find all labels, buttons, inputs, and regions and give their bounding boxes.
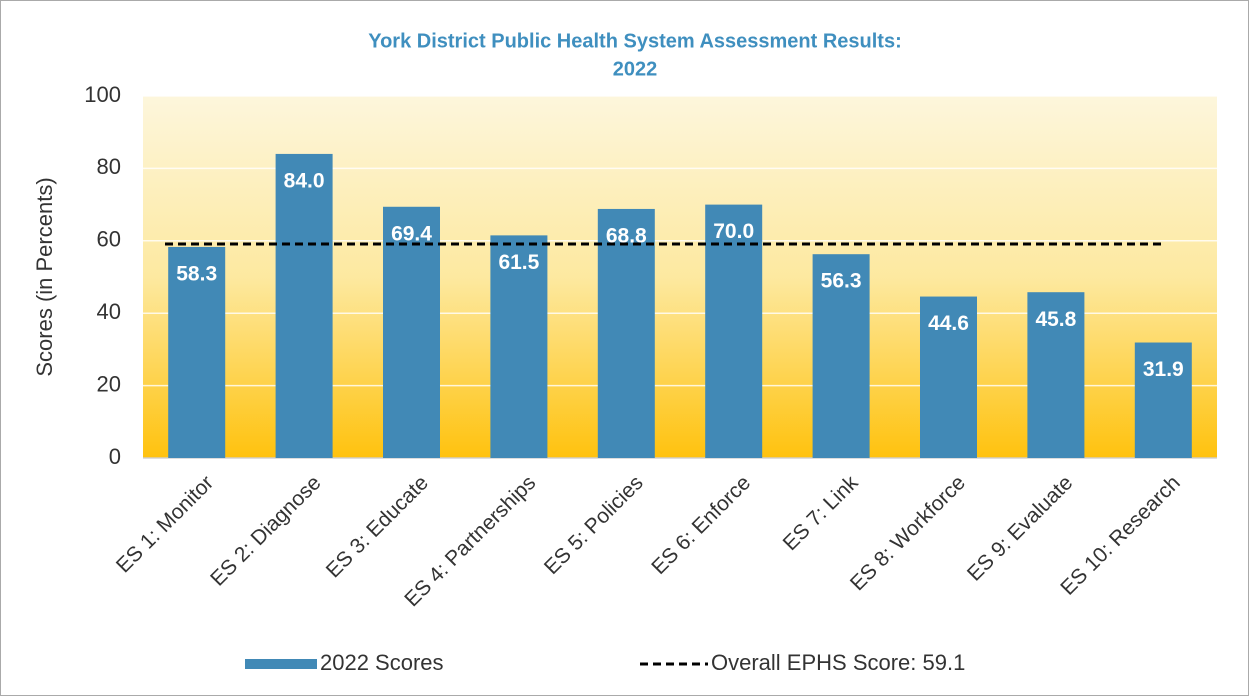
bar bbox=[812, 254, 870, 458]
bar bbox=[705, 204, 763, 458]
y-tick-label: 100 bbox=[84, 82, 121, 107]
y-axis-label: Scores (in Percents) bbox=[32, 177, 57, 376]
bar bbox=[275, 153, 333, 459]
data-label: 61.5 bbox=[498, 251, 539, 274]
data-label: 84.0 bbox=[284, 169, 325, 192]
data-label: 45.8 bbox=[1035, 308, 1076, 331]
legend-swatch bbox=[245, 659, 317, 669]
data-label: 56.3 bbox=[821, 270, 862, 293]
bar bbox=[597, 208, 655, 458]
legend-label: Overall EPHS Score: 59.1 bbox=[711, 650, 965, 675]
y-tick-label: 0 bbox=[109, 444, 121, 469]
chart-title: 2022 bbox=[613, 58, 658, 80]
y-tick-label: 40 bbox=[97, 299, 121, 324]
y-tick-label: 60 bbox=[97, 227, 121, 252]
data-label: 44.6 bbox=[928, 312, 969, 335]
bar bbox=[490, 235, 548, 458]
data-label: 58.3 bbox=[176, 263, 217, 286]
y-tick-label: 80 bbox=[97, 154, 121, 179]
bar bbox=[920, 296, 977, 458]
chart-title: York District Public Health System Asses… bbox=[368, 30, 902, 52]
y-tick-label: 20 bbox=[97, 371, 121, 396]
data-label: 70.0 bbox=[713, 220, 754, 243]
data-label: 69.4 bbox=[391, 222, 432, 245]
legend-label: 2022 Scores bbox=[320, 650, 444, 675]
data-label: 68.8 bbox=[606, 224, 647, 247]
bar bbox=[1027, 292, 1085, 458]
data-label: 31.9 bbox=[1143, 358, 1184, 381]
bar bbox=[1134, 342, 1192, 458]
bar bbox=[383, 206, 440, 458]
bar bbox=[168, 246, 226, 458]
